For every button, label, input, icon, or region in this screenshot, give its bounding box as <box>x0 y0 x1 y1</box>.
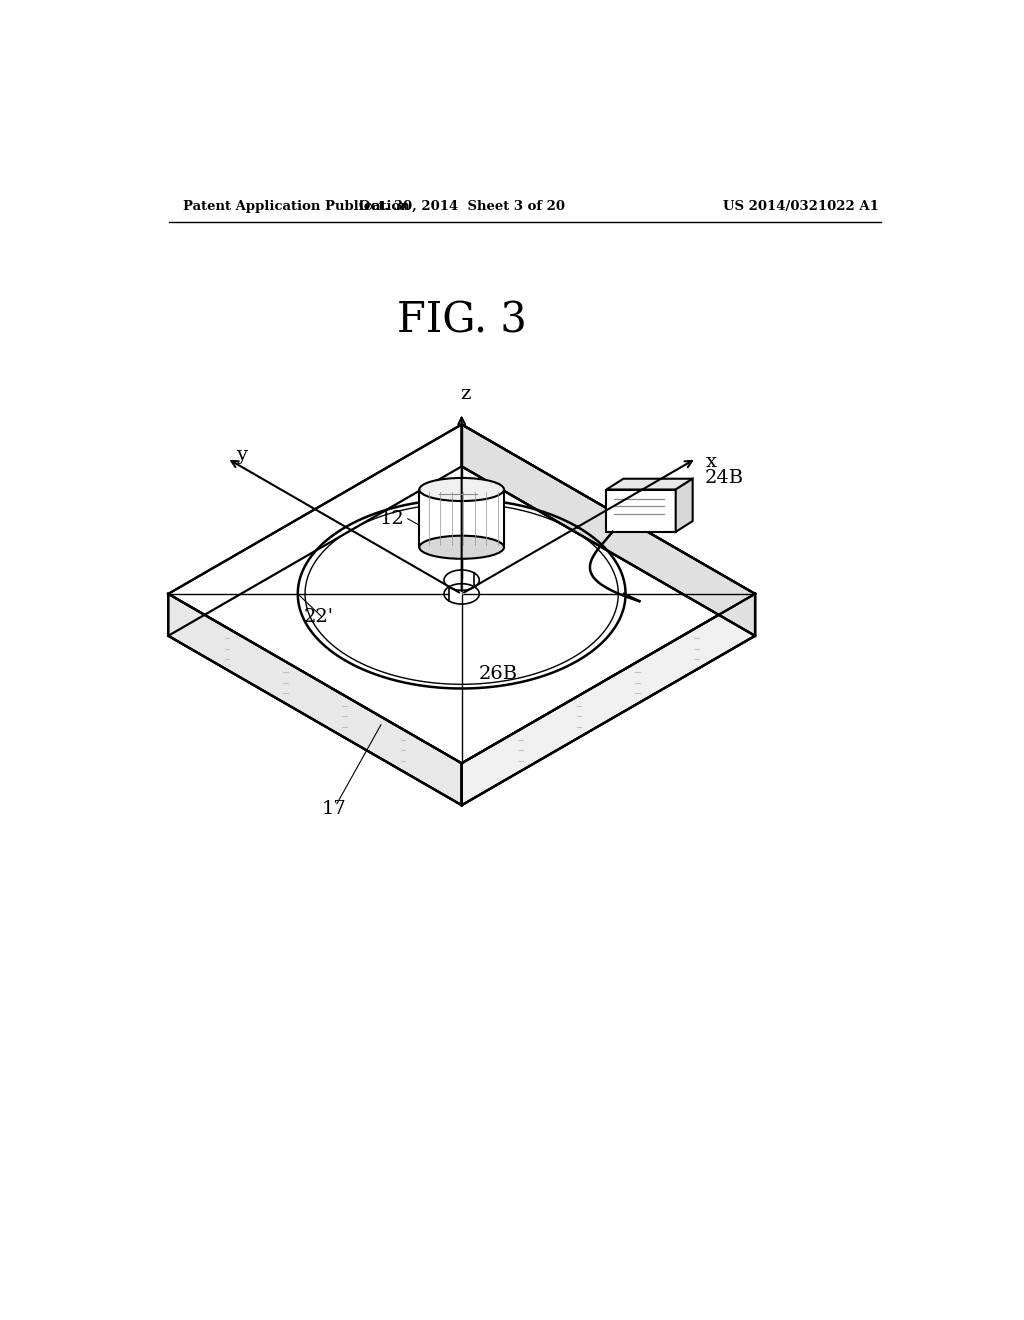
Polygon shape <box>606 490 676 532</box>
Ellipse shape <box>419 478 504 502</box>
Text: x: x <box>706 453 717 471</box>
Text: 26B: 26B <box>478 665 518 684</box>
Polygon shape <box>462 594 755 805</box>
Polygon shape <box>168 425 755 763</box>
Text: z: z <box>461 385 471 404</box>
Text: US 2014/0321022 A1: US 2014/0321022 A1 <box>723 199 879 213</box>
Text: 24B: 24B <box>705 469 743 487</box>
Text: Patent Application Publication: Patent Application Publication <box>183 199 410 213</box>
Text: FIG. 3: FIG. 3 <box>396 300 526 341</box>
Text: Oct. 30, 2014  Sheet 3 of 20: Oct. 30, 2014 Sheet 3 of 20 <box>358 199 564 213</box>
Ellipse shape <box>419 536 504 558</box>
Polygon shape <box>462 425 755 636</box>
Text: 12: 12 <box>379 510 403 528</box>
Polygon shape <box>606 479 692 490</box>
Polygon shape <box>168 594 462 805</box>
Text: 17: 17 <box>322 800 346 818</box>
Polygon shape <box>419 490 504 548</box>
Text: 22': 22' <box>304 607 334 626</box>
Polygon shape <box>676 479 692 532</box>
Text: y: y <box>237 446 247 463</box>
